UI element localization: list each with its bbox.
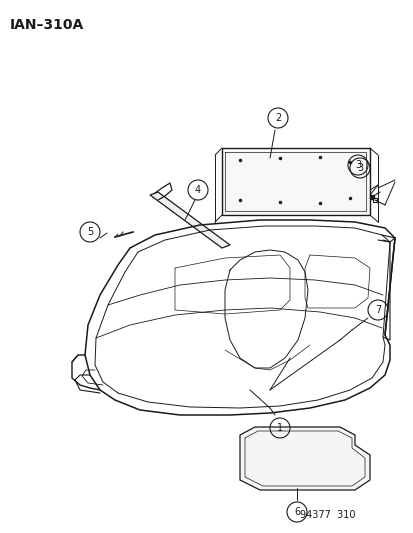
Polygon shape: [150, 192, 230, 248]
Polygon shape: [240, 427, 369, 490]
Polygon shape: [221, 148, 369, 215]
Text: 94377  310: 94377 310: [299, 510, 355, 520]
Text: IAN–310A: IAN–310A: [10, 18, 84, 32]
Text: 1: 1: [276, 423, 282, 433]
Text: 3: 3: [356, 163, 362, 173]
Text: 4: 4: [195, 185, 201, 195]
Text: 5: 5: [87, 227, 93, 237]
Text: 3: 3: [354, 160, 360, 170]
Text: 2: 2: [274, 113, 280, 123]
Text: 7: 7: [374, 305, 380, 315]
Text: 6: 6: [293, 507, 299, 517]
